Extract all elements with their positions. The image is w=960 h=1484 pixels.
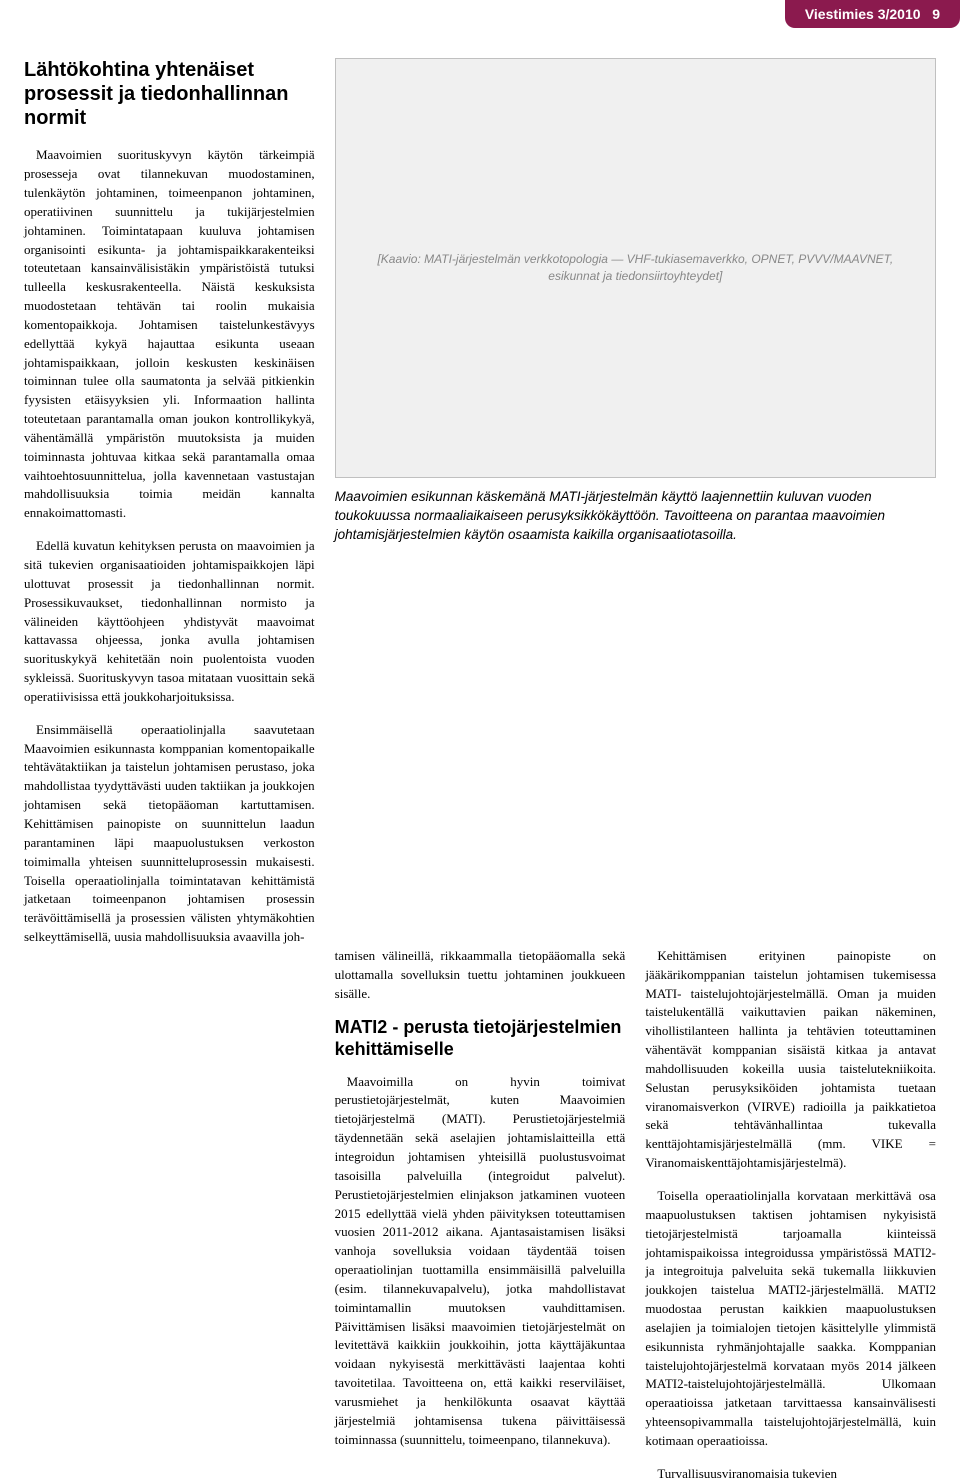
column-left: Lähtökohtina yhtenäiset prosessit ja tie… (24, 58, 315, 947)
col1-para1: Maavoimien suorituskyvyn käytön tärkeimp… (24, 146, 315, 523)
article-content: Lähtökohtina yhtenäiset prosessit ja tie… (0, 58, 960, 1483)
figure-caption: Maavoimien esikunnan käskemänä MATI-järj… (335, 488, 936, 545)
issue-tab: Viestimies 3/2010 9 (785, 0, 960, 28)
diagram-placeholder: [Kaavio: MATI-järjestelmän verkkotopolog… (335, 58, 936, 478)
col1-para2: Edellä kuvatun kehityksen perusta on maa… (24, 537, 315, 707)
header-bar: Viestimies 3/2010 9 (0, 0, 960, 28)
subsection-title: MATI2 - perusta tietojärjestelmien kehit… (335, 1017, 626, 1060)
page-number: 9 (932, 6, 940, 22)
col3-para3: Turvallisuusviranomaisia tukevien (645, 1465, 936, 1484)
col3-para2: Toisella operaatiolinjalla korvataan mer… (645, 1187, 936, 1451)
columns-right: tamisen välineillä, rikkaammalla tietopä… (335, 947, 936, 1484)
col1-para3: Ensimmäisellä operaatiolinjalla saavutet… (24, 721, 315, 947)
col2-para1: tamisen välineillä, rikkaammalla tietopä… (335, 947, 626, 1004)
issue-label: Viestimies 3/2010 (805, 6, 921, 22)
section-title: Lähtökohtina yhtenäiset prosessit ja tie… (24, 58, 315, 130)
col2-para2: Maavoimilla on hyvin toimivat perustieto… (335, 1073, 626, 1450)
col3-para1: Kehittämisen erityinen painopiste on jää… (645, 947, 936, 1173)
figure-area: [Kaavio: MATI-järjestelmän verkkotopolog… (335, 58, 936, 931)
